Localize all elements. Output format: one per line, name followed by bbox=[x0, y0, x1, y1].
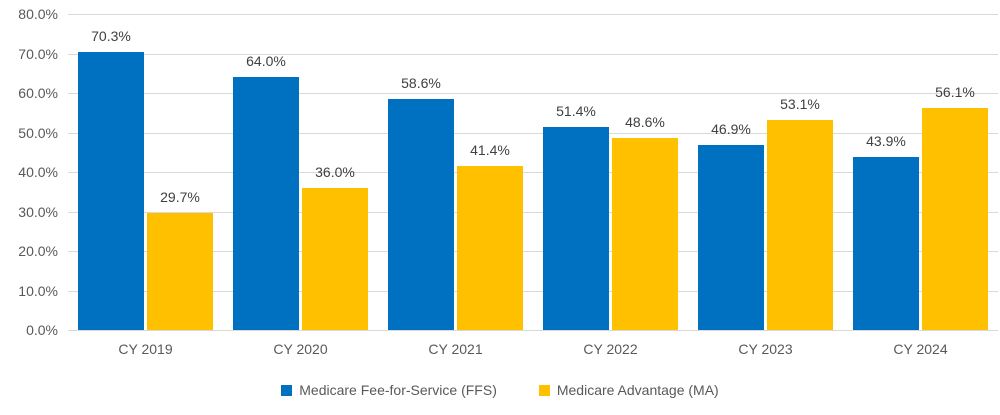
bar-wrap: 58.6% bbox=[388, 14, 454, 330]
gridline bbox=[68, 330, 998, 331]
y-axis-tick-label: 0.0% bbox=[26, 322, 58, 338]
gridline bbox=[68, 290, 998, 292]
bar-group-cy-2024: 43.9% 56.1% bbox=[843, 14, 998, 330]
bar-value-label: 43.9% bbox=[866, 132, 906, 149]
bar-value-label: 53.1% bbox=[780, 96, 820, 113]
legend-item-ffs: Medicare Fee-for-Service (FFS) bbox=[281, 382, 497, 398]
ma-bar bbox=[147, 212, 213, 330]
bar-value-label: 29.7% bbox=[160, 188, 200, 205]
bar-wrap: 43.9% bbox=[853, 14, 919, 330]
x-axis: CY 2019 CY 2020 CY 2021 CY 2022 CY 2023 CY 20… bbox=[68, 340, 998, 358]
ffs-bar bbox=[233, 77, 299, 330]
x-axis-category-label: CY 2023 bbox=[738, 341, 793, 357]
gridline bbox=[68, 172, 998, 173]
gridline bbox=[68, 132, 998, 134]
bar-wrap: 53.1% bbox=[767, 14, 833, 330]
bar-value-label: 56.1% bbox=[935, 84, 975, 101]
ma-bar bbox=[302, 187, 368, 330]
bar-group-cy-2023: 46.9% 53.1% bbox=[688, 14, 843, 330]
y-axis-tick-label: 80.0% bbox=[18, 6, 58, 22]
bar-value-label: 70.3% bbox=[91, 28, 131, 45]
bar-wrap: 46.9% bbox=[698, 14, 764, 330]
bar-wrap: 48.6% bbox=[612, 14, 678, 330]
bar-value-label: 51.4% bbox=[556, 102, 596, 119]
legend: Medicare Fee-for-Service (FFS) Medicare A… bbox=[0, 382, 1000, 398]
bar-wrap: 51.4% bbox=[543, 14, 609, 330]
ma-bar bbox=[457, 166, 523, 330]
bar-wrap: 29.7% bbox=[147, 14, 213, 330]
bar-group-cy-2022: 51.4% 48.6% bbox=[533, 14, 688, 330]
ma-bar bbox=[612, 138, 678, 330]
y-axis-tick-label: 40.0% bbox=[18, 164, 58, 180]
ffs-bar bbox=[853, 156, 919, 330]
bar-value-label: 48.6% bbox=[625, 114, 665, 131]
ffs-bar bbox=[78, 52, 144, 330]
y-axis-tick-label: 30.0% bbox=[18, 203, 58, 220]
y-axis-tick-label: 50.0% bbox=[18, 124, 58, 141]
x-axis-category-label: CY 2024 bbox=[893, 341, 948, 357]
legend-label: Medicare Fee-for-Service (FFS) bbox=[299, 382, 497, 398]
gridline bbox=[68, 53, 998, 55]
ffs-bar bbox=[543, 126, 609, 330]
bar-wrap: 56.1% bbox=[922, 14, 988, 330]
bar-value-label: 46.9% bbox=[711, 120, 751, 137]
gridline bbox=[68, 14, 998, 15]
bar-value-label: 58.6% bbox=[401, 74, 441, 91]
y-axis-tick-label: 20.0% bbox=[18, 243, 58, 259]
x-axis-category-label: CY 2020 bbox=[273, 341, 328, 357]
ffs-bar bbox=[698, 144, 764, 330]
legend-label: Medicare Advantage (MA) bbox=[556, 382, 719, 398]
gridline bbox=[68, 93, 998, 94]
bar-wrap: 36.0% bbox=[302, 14, 368, 330]
ma-bar bbox=[767, 120, 833, 330]
plot-area: 70.3% 29.7% 64.0% 36.0% 58.6% 41.4% 51.4% 48.6%… bbox=[68, 14, 998, 331]
gridline bbox=[68, 211, 998, 213]
legend-swatch-icon bbox=[538, 384, 550, 396]
y-axis-tick-label: 10.0% bbox=[18, 282, 58, 299]
legend-swatch-icon bbox=[281, 384, 293, 396]
bar-wrap: 64.0% bbox=[233, 14, 299, 330]
bar-value-label: 64.0% bbox=[246, 53, 286, 70]
y-axis-tick-label: 60.0% bbox=[18, 85, 58, 101]
bar-group-cy-2019: 70.3% 29.7% bbox=[68, 14, 223, 330]
x-axis-category-label: CY 2022 bbox=[583, 341, 638, 357]
bar-group-cy-2021: 58.6% 41.4% bbox=[378, 14, 533, 330]
legend-item-ma: Medicare Advantage (MA) bbox=[538, 382, 719, 398]
y-axis-tick-label: 70.0% bbox=[18, 45, 58, 62]
gridline bbox=[68, 251, 998, 252]
bar-wrap: 70.3% bbox=[78, 14, 144, 330]
bars-row: 70.3% 29.7% 64.0% 36.0% 58.6% 41.4% 51.4% 48.6%… bbox=[68, 14, 998, 330]
x-axis-category-label: CY 2019 bbox=[118, 341, 173, 357]
bar-value-label: 36.0% bbox=[315, 163, 355, 180]
bar-value-label: 41.4% bbox=[470, 142, 510, 159]
ffs-bar bbox=[388, 98, 454, 330]
x-axis-category-label: CY 2021 bbox=[428, 341, 483, 357]
ma-bar bbox=[922, 108, 988, 330]
bar-group-cy-2020: 64.0% 36.0% bbox=[223, 14, 378, 330]
bar-wrap: 41.4% bbox=[457, 14, 523, 330]
